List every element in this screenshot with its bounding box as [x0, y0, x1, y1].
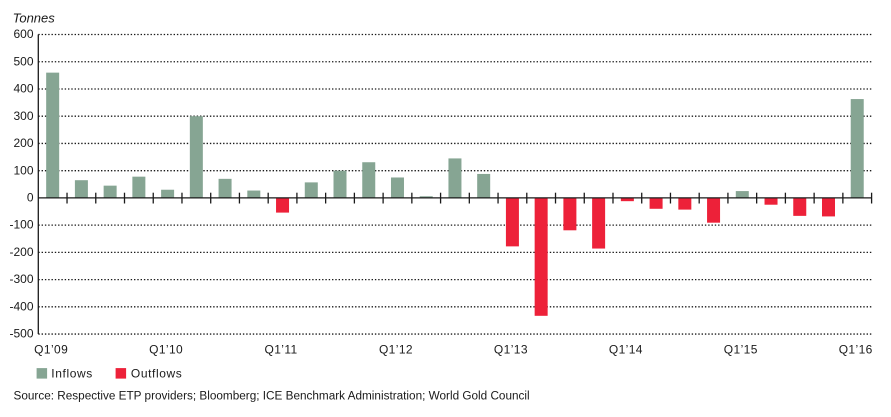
svg-text:300: 300: [13, 109, 33, 123]
svg-text:Q1’16: Q1’16: [839, 343, 873, 357]
svg-text:Q1’10: Q1’10: [149, 343, 183, 357]
svg-text:Q1’14: Q1’14: [609, 343, 643, 357]
svg-text:400: 400: [13, 82, 33, 96]
svg-text:-500: -500: [9, 327, 33, 341]
svg-text:500: 500: [13, 54, 33, 68]
svg-text:600: 600: [13, 27, 33, 41]
svg-text:Q1’15: Q1’15: [724, 343, 758, 357]
svg-text:-100: -100: [9, 218, 33, 232]
svg-text:0: 0: [27, 191, 34, 205]
svg-text:200: 200: [13, 136, 33, 150]
svg-text:Tonnes: Tonnes: [13, 10, 56, 25]
svg-text:100: 100: [13, 163, 33, 177]
svg-text:Q1’13: Q1’13: [494, 343, 528, 357]
svg-text:-400: -400: [9, 299, 33, 313]
svg-text:-300: -300: [9, 272, 33, 286]
svg-text:Inflows: Inflows: [51, 367, 93, 381]
svg-text:-200: -200: [9, 245, 33, 259]
svg-text:Q1’11: Q1’11: [264, 343, 297, 357]
svg-text:Outflows: Outflows: [131, 367, 182, 381]
svg-text:Q1’09: Q1’09: [34, 343, 68, 357]
svg-text:Q1’12: Q1’12: [379, 343, 413, 357]
svg-text:Source: Respective ETP provide: Source: Respective ETP providers; Bloomb…: [14, 390, 530, 403]
